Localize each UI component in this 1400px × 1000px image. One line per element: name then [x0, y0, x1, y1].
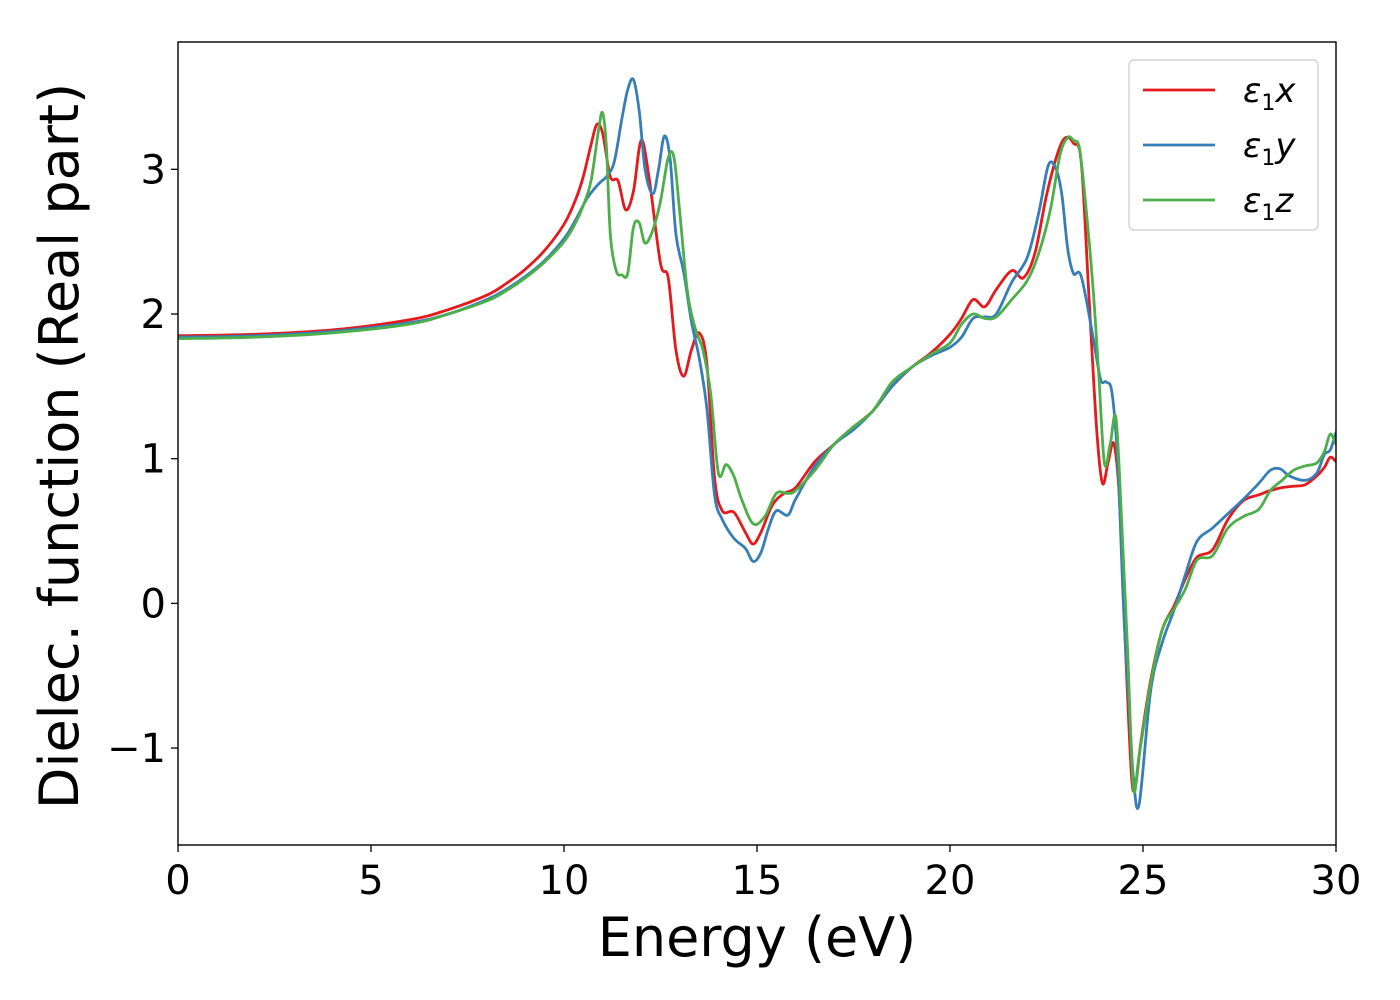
y-axis-ticks: −1 0 1 2 3 [107, 147, 178, 772]
y-tick-label: 0 [141, 581, 166, 627]
y-tick-label: 2 [141, 292, 166, 338]
x-tick-label: 30 [1311, 858, 1362, 904]
x-tick-label: 5 [358, 858, 383, 904]
legend-label-y: ε1y [1243, 126, 1296, 171]
x-tick-label: 10 [539, 858, 590, 904]
x-axis-label: Energy (eV) [598, 906, 917, 969]
x-axis-ticks: 0 5 10 15 20 25 30 [165, 845, 1361, 904]
y-axis-label: Dielec. function (Real part) [28, 83, 91, 809]
series-line-y [178, 77, 1336, 810]
y-tick-label: −1 [107, 726, 166, 772]
series-line-z [178, 110, 1336, 794]
x-tick-label: 20 [925, 858, 976, 904]
x-tick-label: 15 [732, 858, 783, 904]
y-tick-label: 1 [141, 437, 166, 483]
series-lines [178, 77, 1336, 810]
legend-box [1128, 59, 1319, 231]
legend-label-x: ε1x [1243, 71, 1296, 116]
legend: ε1x ε1y ε1z [1128, 59, 1319, 231]
x-tick-label: 25 [1118, 858, 1169, 904]
x-tick-label: 0 [165, 858, 190, 904]
y-tick-label: 3 [141, 147, 166, 193]
legend-label-z: ε1z [1243, 181, 1294, 226]
